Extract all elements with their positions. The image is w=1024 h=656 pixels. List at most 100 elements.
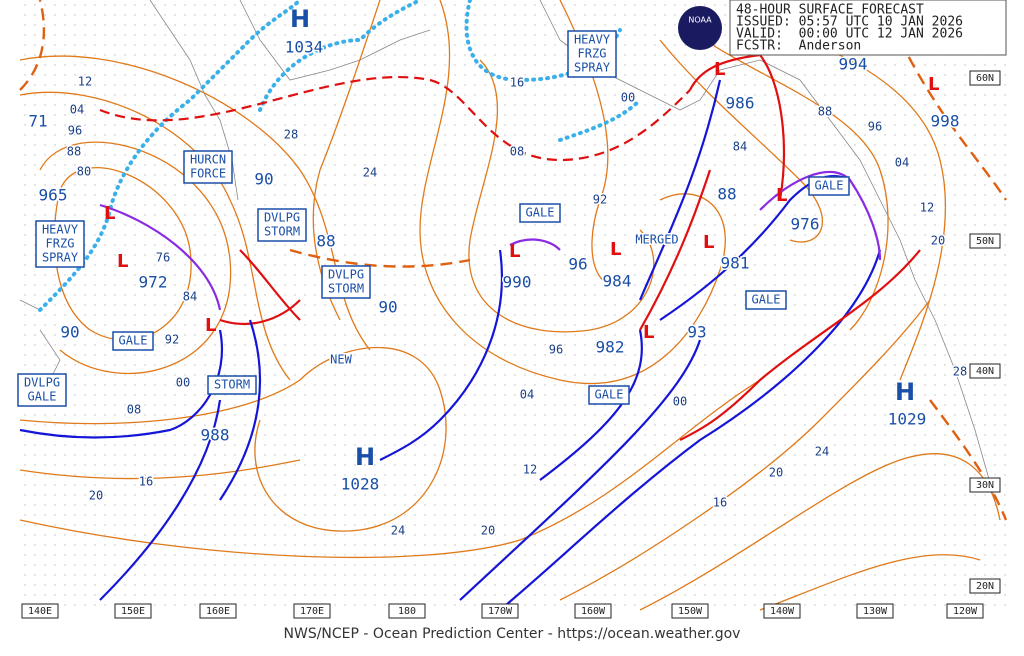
isobar-label: 16	[139, 475, 153, 489]
noaa-logo	[678, 6, 722, 50]
high-pressure: 1028	[341, 475, 380, 494]
longitude-label: 160E	[206, 606, 230, 617]
isobar-label: 08	[510, 145, 524, 159]
low-pressure: 71	[28, 112, 47, 131]
longitude-label: 120W	[953, 606, 978, 617]
longitude-label: 160W	[581, 606, 606, 617]
isobar-label: 80	[77, 165, 91, 179]
isobar-label: 04	[520, 388, 534, 402]
header-line: FCSTR: Anderson	[736, 39, 861, 54]
svg-text:L: L	[104, 203, 115, 224]
longitude-label: 180	[398, 606, 416, 617]
warning-text: SPRAY	[42, 251, 79, 265]
map-background	[18, 0, 1006, 612]
warning-box	[808, 176, 850, 196]
latitude-box	[969, 233, 1001, 249]
longitude-label: 130W	[863, 606, 888, 617]
high-symbol: H	[355, 443, 375, 471]
warning-text: FRZG	[46, 237, 75, 251]
isobar-label: 84	[183, 290, 197, 304]
isobar-label: 93	[687, 323, 706, 342]
longitude-box	[388, 603, 426, 619]
header-box	[729, 0, 1007, 56]
isobar-label: 88	[818, 105, 832, 119]
header-line: 48-HOUR SURFACE FORECAST	[736, 3, 924, 18]
svg-text:L: L	[509, 241, 520, 262]
isobar-label: 12	[523, 463, 537, 477]
warning-text: GALE	[526, 206, 555, 220]
latitude-box	[969, 70, 1001, 86]
warning-box	[207, 375, 257, 395]
isobar-label: 24	[391, 524, 405, 538]
high-pressure: 1034	[285, 38, 324, 57]
low-pressure: 994	[839, 55, 868, 74]
isobar-label: 00	[176, 376, 190, 390]
latitude-box	[969, 363, 1001, 379]
isobar-label: 12	[78, 75, 92, 89]
latitude-label: 20N	[976, 581, 994, 592]
longitude-label: 170W	[488, 606, 513, 617]
isobar-label: 20	[769, 466, 783, 480]
warning-text: SPRAY	[574, 61, 611, 75]
isobar-label: 88	[717, 185, 736, 204]
svg-text:L: L	[205, 315, 216, 336]
low-pressure: 976	[791, 215, 820, 234]
longitude-box	[114, 603, 152, 619]
isobar-label: 00	[621, 91, 635, 105]
isobar-label: 84	[733, 140, 747, 154]
longitude-label: 140W	[770, 606, 795, 617]
longitude-box	[481, 603, 519, 619]
warning-box	[35, 220, 85, 268]
svg-text:L: L	[117, 251, 128, 272]
warning-box	[17, 373, 67, 407]
longitude-box	[199, 603, 237, 619]
low-pressure: 990	[503, 273, 532, 292]
isobar-label: 96	[549, 343, 563, 357]
isobar-label: 76	[156, 251, 170, 265]
isobar-label: 20	[89, 489, 103, 503]
isobar-label: 24	[815, 445, 829, 459]
warning-text: DVLPG	[328, 268, 364, 282]
warning-box	[257, 208, 307, 242]
isobar-label: 90	[254, 170, 273, 189]
warning-text: FRZG	[578, 47, 607, 61]
logo-text: NOAA	[688, 16, 712, 25]
svg-text:L: L	[610, 239, 621, 260]
warning-box	[567, 30, 617, 78]
isobar-label: 04	[895, 156, 909, 170]
longitude-label: 140E	[28, 606, 52, 617]
isobar-label: 08	[127, 403, 141, 417]
high-symbol: H	[895, 378, 915, 406]
isobars	[19, 0, 1001, 611]
isobar-label: 28	[953, 365, 967, 379]
svg-text:L: L	[776, 185, 787, 206]
warning-text: DVLPG	[24, 376, 60, 390]
isobar-label: 88	[316, 232, 335, 251]
isobar-label: 92	[165, 333, 179, 347]
longitude-box	[856, 603, 894, 619]
header-line: VALID: 00:00 UTC 12 JAN 2026	[736, 27, 963, 42]
warning-text: STORM	[264, 225, 300, 239]
header-line: ISSUED: 05:57 UTC 10 JAN 2026	[736, 15, 963, 30]
low-pressure: 981	[721, 254, 750, 273]
svg-text:L: L	[714, 59, 725, 80]
warning-text: STORM	[328, 282, 364, 296]
low-pressure: 998	[931, 112, 960, 131]
warning-text: GALE	[815, 179, 844, 193]
isobar-label: 20	[931, 234, 945, 248]
low-pressure: 986	[726, 94, 755, 113]
warning-text: HEAVY	[42, 223, 79, 237]
warning-text: GALE	[28, 390, 57, 404]
longitude-box	[763, 603, 801, 619]
high-symbol: H	[290, 5, 310, 33]
isobar-label: 96	[868, 120, 882, 134]
isobar-label: 96	[68, 124, 82, 138]
longitude-box	[671, 603, 709, 619]
longitude-box	[21, 603, 59, 619]
latitude-label: 50N	[976, 236, 994, 247]
longitude-label: 170E	[300, 606, 324, 617]
warning-text: STORM	[214, 378, 250, 392]
latitude-label: 60N	[976, 73, 994, 84]
warning-text: DVLPG	[264, 211, 300, 225]
